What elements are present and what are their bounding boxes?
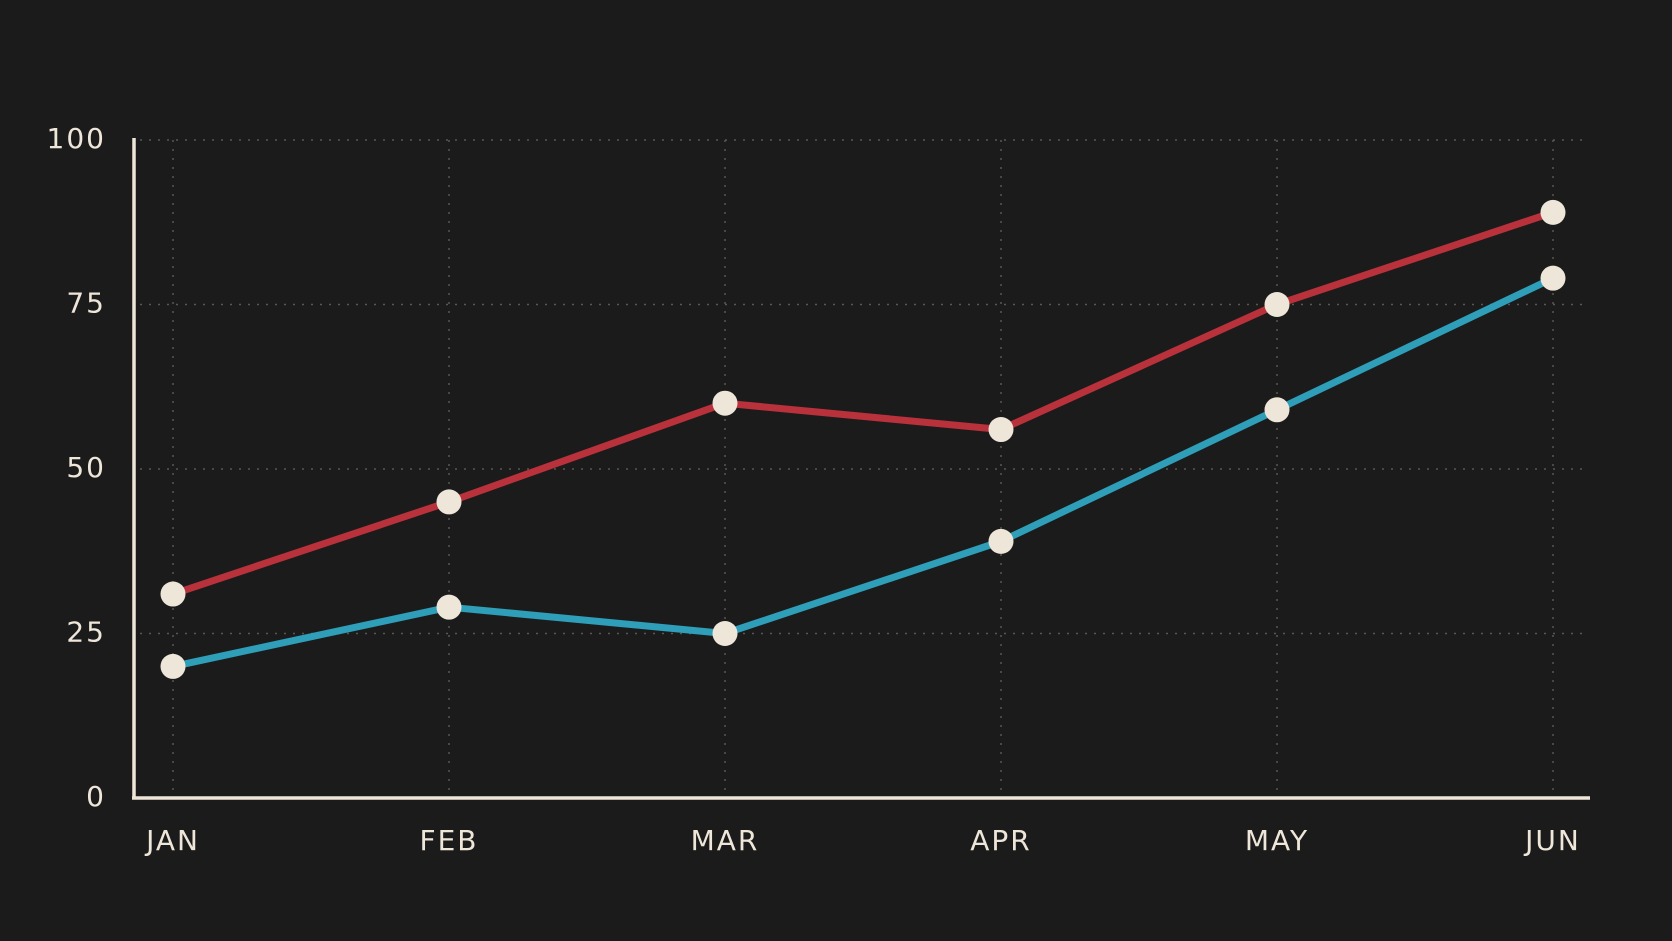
y-tick-label: 100	[47, 122, 106, 155]
point-marker	[1540, 265, 1566, 291]
x-tick-label: FEB	[419, 824, 478, 857]
point-marker	[1264, 292, 1290, 317]
plot-area	[160, 199, 1566, 679]
y-tick-label: 25	[66, 616, 106, 649]
point-marker	[436, 489, 462, 515]
y-tick-label: 75	[66, 287, 106, 320]
x-tick-label: MAY	[1245, 824, 1309, 857]
x-tick-label: JUN	[1523, 824, 1581, 857]
x-tick-label: APR	[970, 824, 1032, 857]
point-marker	[988, 528, 1014, 554]
point-marker	[988, 417, 1014, 443]
x-tick-label: JAN	[144, 824, 200, 857]
series-line	[169, 274, 1557, 670]
point-marker	[160, 653, 186, 679]
x-tick-label: MAR	[691, 824, 760, 857]
point-marker	[712, 390, 738, 416]
point-marker	[1264, 397, 1290, 423]
y-tick-label: 0	[86, 780, 106, 813]
point-marker	[436, 594, 462, 620]
point-marker	[160, 581, 186, 607]
point-marker	[712, 621, 738, 646]
series-line	[169, 208, 1557, 598]
point-marker	[1540, 199, 1566, 225]
y-tick-label: 50	[66, 451, 106, 484]
